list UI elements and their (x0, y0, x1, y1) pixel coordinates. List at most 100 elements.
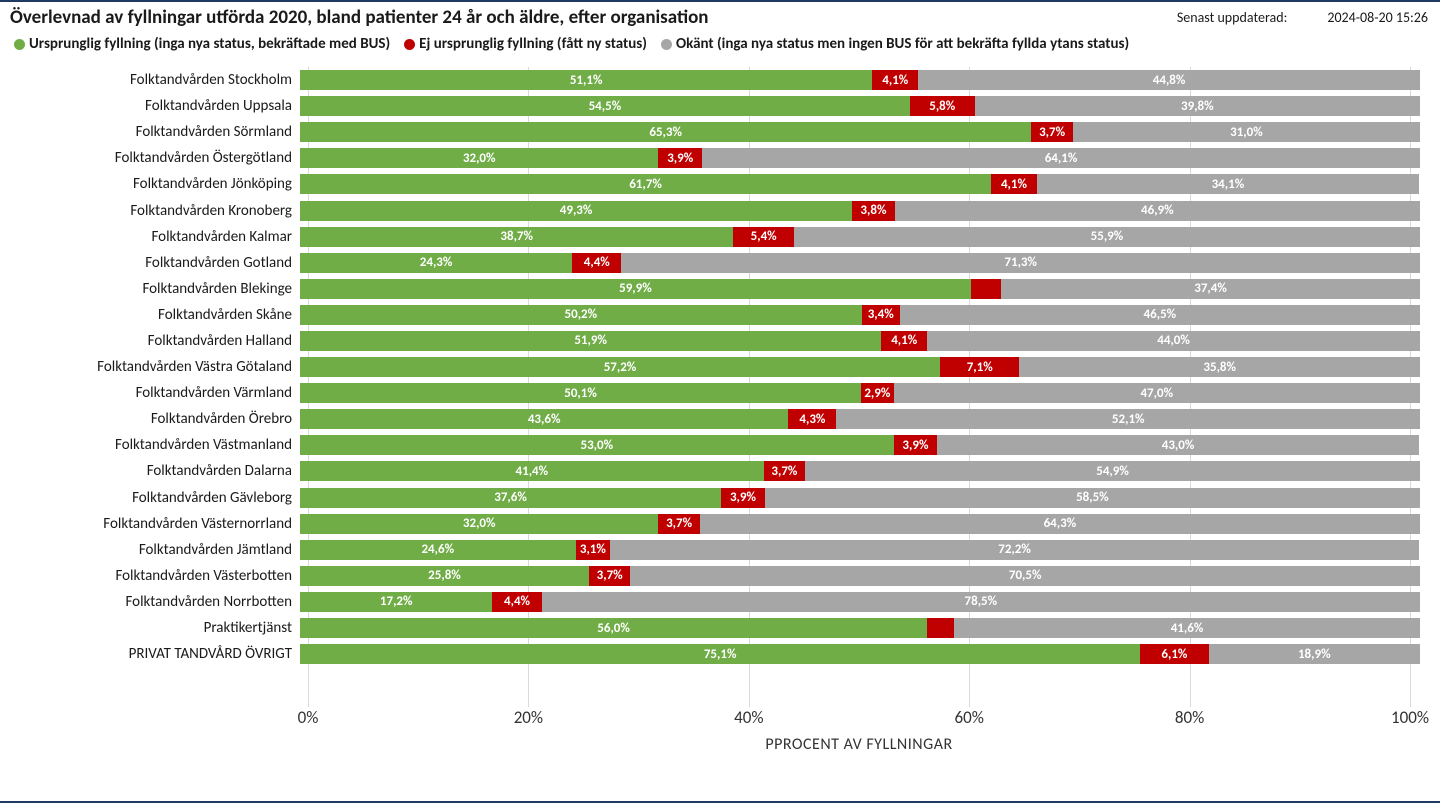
bar-segment: 50,1% (300, 383, 861, 403)
bar-segment: 3,9% (658, 148, 702, 168)
bar-segment: 78,5% (542, 592, 1420, 612)
segment-value: 6,1% (1161, 647, 1187, 662)
row-label: Folktandvården Västmanland (10, 436, 300, 454)
segment-value: 34,1% (1212, 177, 1245, 192)
chart-wrap: Folktandvården Stockholm51,1%4,1%44,8%Fo… (0, 59, 1440, 751)
segment-value: 44,0% (1157, 333, 1190, 348)
segment-value: 4,1% (891, 333, 917, 348)
bar-track: 32,0%3,9% 64,1% (300, 148, 1420, 168)
page-title: Överlevnad av fyllningar utförda 2020, b… (10, 6, 709, 29)
table-row: Folktandvården Värmland50,1%2,9%47,0% (10, 380, 1420, 406)
bar-track: 50,2%3,4% 46,5% (300, 305, 1420, 325)
table-row: Folktandvården Skåne50,2%3,4%46,5% (10, 302, 1420, 328)
table-row: Folktandvården Blekinge59,9%37,4% (10, 276, 1420, 302)
table-row: Folktandvården Halland51,9%4,1%44,0% (10, 328, 1420, 354)
table-row: Praktikertjänst56,0%41,6% (10, 615, 1420, 641)
segment-value: 5,4% (751, 229, 777, 244)
segment-value: 64,1% (1045, 151, 1078, 166)
segment-value: 46,5% (1144, 307, 1177, 322)
segment-value: 31,0% (1230, 125, 1263, 140)
bar-segment: 50,2% (300, 305, 862, 325)
bar-segment: 46,9% (895, 201, 1420, 221)
bar-segment: 43,0% (937, 435, 1419, 455)
bar-track: 51,1%4,1% 44,8% (300, 70, 1420, 90)
legend: Ursprunglig fyllning (inga nya status, b… (0, 31, 1440, 59)
segment-value: 41,4% (516, 464, 549, 479)
bar-segment: 3,7% (658, 514, 699, 534)
bar-segment: 3,4% (862, 305, 900, 325)
segment-value: 44,8% (1153, 73, 1186, 88)
segment-value: 49,3% (560, 203, 593, 218)
bar-track: 24,6%3,1%72,2% (300, 540, 1420, 560)
bar-segment: 35,8% (1019, 357, 1420, 377)
bar-segment: 51,9% (300, 331, 881, 351)
segment-value: 4,4% (504, 594, 530, 609)
segment-value: 3,7% (1039, 125, 1065, 140)
bar-segment: 51,1% (300, 70, 872, 90)
segment-value: 64,3% (1044, 516, 1077, 531)
bar-segment: 3,8% (852, 201, 895, 221)
bar-track: 51,9% 4,1% 44,0% (300, 331, 1420, 351)
segment-value: 53,0% (580, 438, 613, 453)
legend-label: Ej ursprunglig fyllning (fått ny status) (419, 35, 647, 53)
bar-segment: 4,4% (572, 253, 621, 273)
segment-value: 4,4% (584, 255, 610, 270)
segment-value: 75,1% (704, 647, 737, 662)
row-label: Praktikertjänst (10, 619, 300, 637)
bar-segment: 37,6% (300, 488, 721, 508)
row-label: Folktandvården Blekinge (10, 280, 300, 298)
legend-label: Okänt (inga nya status men ingen BUS för… (676, 35, 1129, 53)
bar-track: 59,9%37,4% (300, 279, 1420, 299)
legend-item: Ej ursprunglig fyllning (fått ny status) (404, 35, 647, 53)
bar-segment: 32,0% (300, 148, 658, 168)
table-row: PRIVAT TANDVÅRD ÖVRIGT75,1%6,1%18,9% (10, 641, 1420, 667)
bar-segment: 39,8% (975, 96, 1420, 116)
x-tick-label: 80% (1175, 707, 1204, 728)
bar-segment: 44,0% (927, 331, 1420, 351)
row-label: Folktandvården Västernorrland (10, 515, 300, 533)
segment-value: 65,3% (649, 125, 682, 140)
bar-segment: 58,5% (765, 488, 1420, 508)
bar-track: 17,2% 4,4% 78,5% (300, 592, 1420, 612)
legend-item: Okänt (inga nya status men ingen BUS för… (661, 35, 1129, 53)
bar-segment (927, 618, 954, 638)
segment-value: 2,9% (864, 386, 890, 401)
segment-value: 57,2% (604, 360, 637, 375)
bar-track: 56,0%41,6% (300, 618, 1420, 638)
segment-value: 3,9% (730, 490, 756, 505)
segment-value: 56,0% (597, 621, 630, 636)
x-tick-label: 20% (514, 707, 543, 728)
segment-value: 54,5% (589, 99, 622, 114)
segment-value: 3,1% (580, 542, 606, 557)
bar-track: 65,3% 3,7% 31,0% (300, 122, 1420, 142)
row-label: Folktandvården Sörmland (10, 123, 300, 141)
bar-segment: 6,1% (1140, 644, 1208, 664)
bar-segment: 57,2% (300, 357, 940, 377)
bar-segment: 64,3% (700, 514, 1420, 534)
bar-segment: 65,3% (300, 122, 1031, 142)
segment-value: 58,5% (1076, 490, 1109, 505)
row-label: Folktandvården Kalmar (10, 228, 300, 246)
legend-item: Ursprunglig fyllning (inga nya status, b… (14, 35, 390, 53)
segment-value: 51,9% (574, 333, 607, 348)
bar-segment: 2,9% (861, 383, 893, 403)
bar-segment: 17,2% (300, 592, 492, 612)
bar-track: 37,6% 3,9% 58,5% (300, 488, 1420, 508)
header: Överlevnad av fyllningar utförda 2020, b… (0, 2, 1440, 31)
table-row: Folktandvården Uppsala54,5%5,8%39,8% (10, 93, 1420, 119)
bar-segment: 4,1% (881, 331, 927, 351)
table-row: Folktandvården Jönköping61,7%4,1%34,1% (10, 171, 1420, 197)
bar-segment: 4,1% (872, 70, 918, 90)
segment-value: 43,0% (1162, 438, 1195, 453)
bar-segment: 3,1% (576, 540, 611, 560)
bar-segment: 54,5% (300, 96, 910, 116)
segment-value: 78,5% (965, 594, 998, 609)
bar-track: 25,8%3,7%70,5% (300, 566, 1420, 586)
row-label: PRIVAT TANDVÅRD ÖVRIGT (10, 645, 300, 663)
segment-value: 47,0% (1140, 386, 1173, 401)
bar-rows: Folktandvården Stockholm51,1%4,1%44,8%Fo… (10, 67, 1420, 667)
segment-value: 50,1% (564, 386, 597, 401)
bar-segment: 3,7% (589, 566, 630, 586)
segment-value: 37,4% (1194, 281, 1227, 296)
segment-value: 17,2% (380, 594, 413, 609)
